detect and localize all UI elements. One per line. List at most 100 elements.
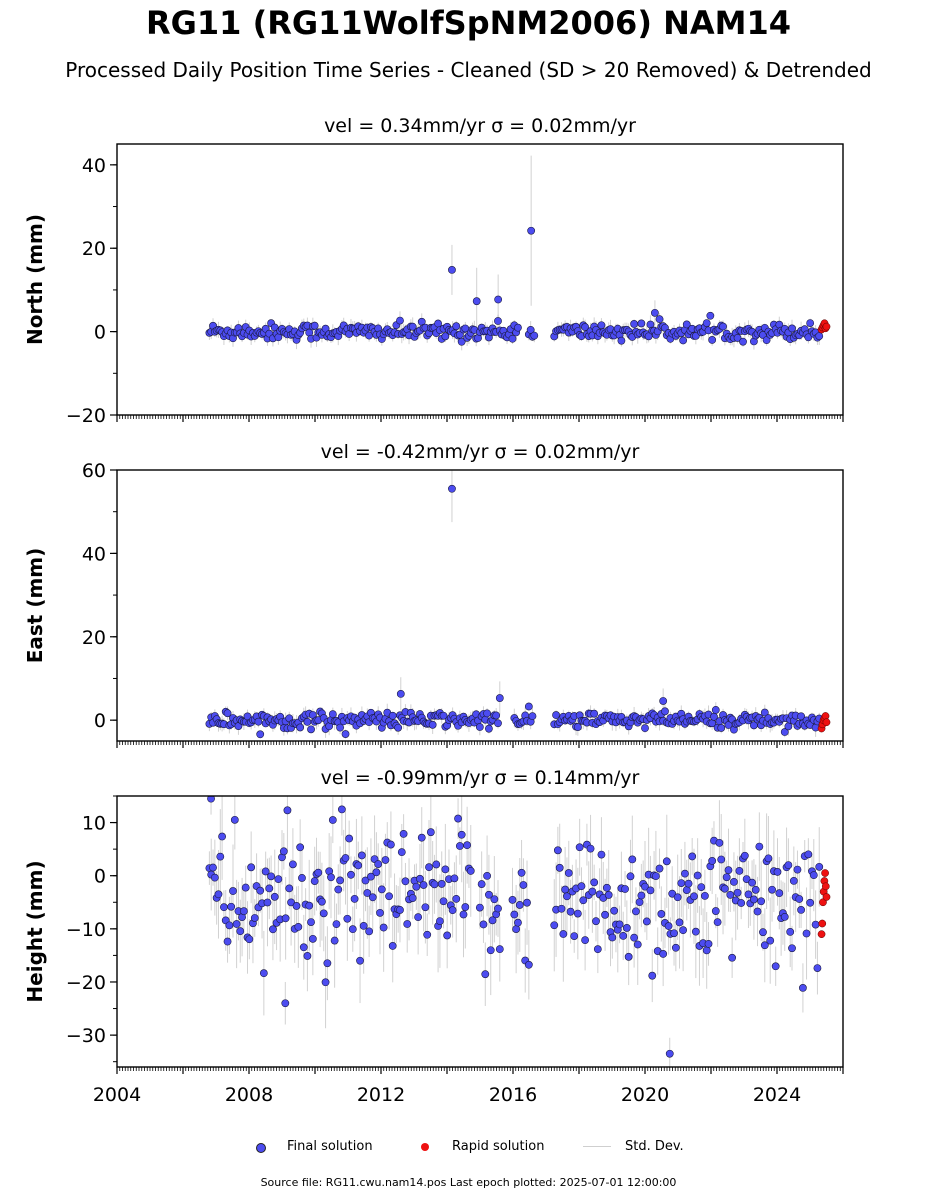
final-point bbox=[668, 889, 677, 898]
y-tick-label: 20 bbox=[82, 627, 106, 649]
final-point bbox=[494, 719, 502, 728]
final-point bbox=[263, 898, 272, 907]
final-point bbox=[788, 324, 796, 333]
final-point bbox=[345, 834, 354, 843]
x-tick-label: 2020 bbox=[621, 1084, 669, 1106]
final-point bbox=[563, 892, 571, 901]
final-point bbox=[713, 918, 722, 927]
final-point bbox=[602, 883, 611, 892]
rapid-point bbox=[822, 893, 831, 901]
final-point bbox=[553, 846, 562, 855]
final-point bbox=[559, 930, 568, 938]
final-point bbox=[799, 984, 807, 992]
final-point bbox=[786, 927, 795, 936]
final-point bbox=[768, 885, 776, 894]
final-point bbox=[485, 724, 493, 733]
final-point bbox=[216, 852, 225, 861]
final-point bbox=[670, 929, 678, 938]
final-point bbox=[450, 874, 459, 883]
y-tick-label: −20 bbox=[66, 972, 106, 994]
final-point bbox=[250, 914, 259, 922]
final-point bbox=[641, 882, 649, 891]
final-point bbox=[524, 702, 533, 711]
final-point bbox=[739, 337, 747, 346]
final-point bbox=[740, 851, 749, 860]
final-point bbox=[646, 886, 655, 895]
final-point bbox=[753, 907, 762, 916]
y-axis-label: East (mm) bbox=[23, 548, 47, 664]
final-point bbox=[475, 723, 484, 731]
final-point bbox=[483, 709, 491, 718]
final-point bbox=[399, 829, 408, 838]
final-point bbox=[385, 892, 393, 901]
final-point bbox=[328, 816, 337, 824]
final-point bbox=[788, 944, 796, 953]
final-point bbox=[688, 852, 697, 861]
final-point bbox=[514, 323, 522, 332]
final-point bbox=[621, 885, 629, 893]
final-point bbox=[337, 805, 346, 814]
final-point bbox=[575, 843, 584, 852]
panel-title: vel = -0.42mm/yr σ = 0.02mm/yr bbox=[321, 441, 640, 463]
final-point bbox=[396, 316, 404, 325]
final-point bbox=[642, 917, 651, 926]
final-point bbox=[223, 937, 232, 946]
final-point bbox=[679, 926, 688, 935]
final-point bbox=[365, 927, 374, 936]
final-point bbox=[655, 864, 664, 873]
final-point bbox=[523, 898, 531, 907]
final-point bbox=[784, 861, 793, 870]
final-point bbox=[655, 315, 664, 324]
final-point bbox=[514, 918, 522, 927]
final-point bbox=[519, 881, 528, 889]
final-point bbox=[439, 897, 448, 906]
final-point bbox=[512, 925, 521, 933]
y-tick-label: 10 bbox=[82, 813, 106, 835]
final-point bbox=[759, 928, 767, 937]
final-point bbox=[288, 860, 297, 869]
final-point bbox=[341, 854, 350, 862]
final-point bbox=[437, 880, 446, 888]
final-point bbox=[461, 903, 470, 911]
final-point bbox=[659, 697, 668, 705]
final-point bbox=[573, 909, 582, 918]
final-point bbox=[495, 945, 504, 954]
final-point bbox=[452, 322, 461, 331]
final-point bbox=[802, 929, 811, 938]
final-point bbox=[679, 336, 688, 345]
final-point bbox=[733, 334, 742, 342]
final-point bbox=[285, 884, 294, 893]
final-point bbox=[416, 874, 424, 883]
final-point bbox=[408, 322, 417, 331]
rapid-point bbox=[818, 919, 827, 928]
final-point bbox=[711, 706, 720, 714]
final-point bbox=[332, 920, 341, 929]
final-point bbox=[630, 320, 639, 328]
final-point bbox=[632, 907, 640, 916]
panel-title: vel = 0.34mm/yr σ = 0.02mm/yr bbox=[324, 115, 636, 137]
final-point bbox=[432, 860, 441, 869]
final-point bbox=[515, 901, 524, 909]
axes-frame bbox=[116, 469, 844, 742]
rapid-point bbox=[821, 869, 829, 877]
final-point bbox=[227, 902, 236, 911]
final-point bbox=[441, 865, 450, 874]
final-point bbox=[472, 297, 481, 306]
x-tick-label: 2024 bbox=[753, 1084, 801, 1106]
final-point bbox=[330, 936, 339, 945]
final-points bbox=[205, 484, 824, 739]
final-point bbox=[750, 895, 758, 904]
std-dev-bars bbox=[208, 470, 820, 739]
final-point bbox=[336, 876, 344, 885]
final-point bbox=[305, 901, 314, 910]
final-point bbox=[341, 730, 350, 738]
final-point bbox=[298, 874, 306, 882]
final-point bbox=[690, 892, 698, 901]
final-point bbox=[494, 904, 502, 913]
final-point bbox=[682, 886, 691, 894]
final-point bbox=[274, 875, 283, 884]
final-point bbox=[419, 881, 428, 889]
final-point bbox=[577, 882, 586, 891]
final-point bbox=[708, 857, 717, 865]
final-point bbox=[256, 730, 265, 739]
